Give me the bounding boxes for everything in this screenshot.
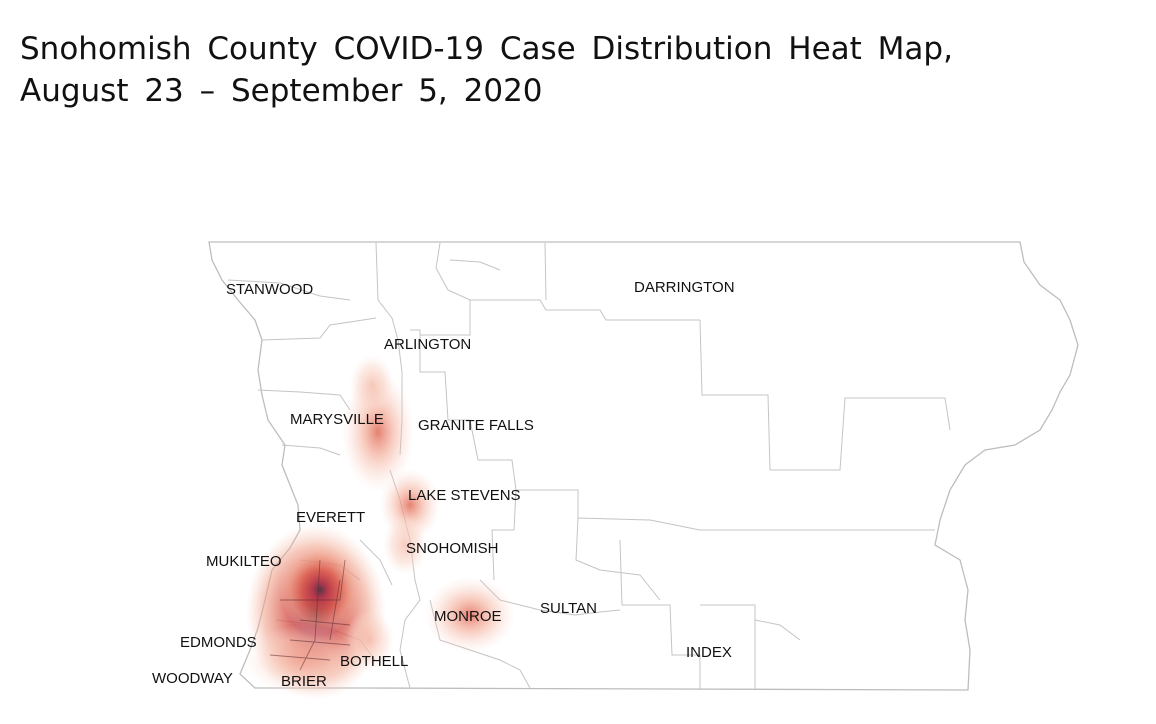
place-label-sultan: SULTAN <box>540 600 597 617</box>
place-label-index: INDEX <box>686 644 732 661</box>
place-label-monroe: MONROE <box>434 608 502 625</box>
place-label-brier: BRIER <box>281 673 327 690</box>
place-label-lake-stevens: LAKE STEVENS <box>408 487 521 504</box>
place-label-snohomish: SNOHOMISH <box>406 540 499 557</box>
place-label-everett: EVERETT <box>296 509 365 526</box>
map-title: Snohomish County COVID-19 Case Distribut… <box>20 28 953 112</box>
place-label-edmonds: EDMONDS <box>180 634 257 651</box>
place-labels: STANWOOD DARRINGTON ARLINGTON MARYSVILLE… <box>152 279 735 690</box>
place-label-woodway: WOODWAY <box>152 670 233 687</box>
place-label-stanwood: STANWOOD <box>226 281 313 298</box>
place-label-darrington: DARRINGTON <box>634 279 735 296</box>
place-label-marysville: MARYSVILLE <box>290 411 384 428</box>
place-label-granite-falls: GRANITE FALLS <box>418 417 534 434</box>
map-title-line-2: August 23 – September 5, 2020 <box>20 73 543 109</box>
place-label-bothell: BOTHELL <box>340 653 408 670</box>
road-lines <box>269 559 351 671</box>
map-title-line-1: Snohomish County COVID-19 Case Distribut… <box>20 31 953 67</box>
county-outline <box>208 241 1079 691</box>
place-label-arlington: ARLINGTON <box>384 336 471 353</box>
place-label-mukilteo: MUKILTEO <box>206 553 282 570</box>
